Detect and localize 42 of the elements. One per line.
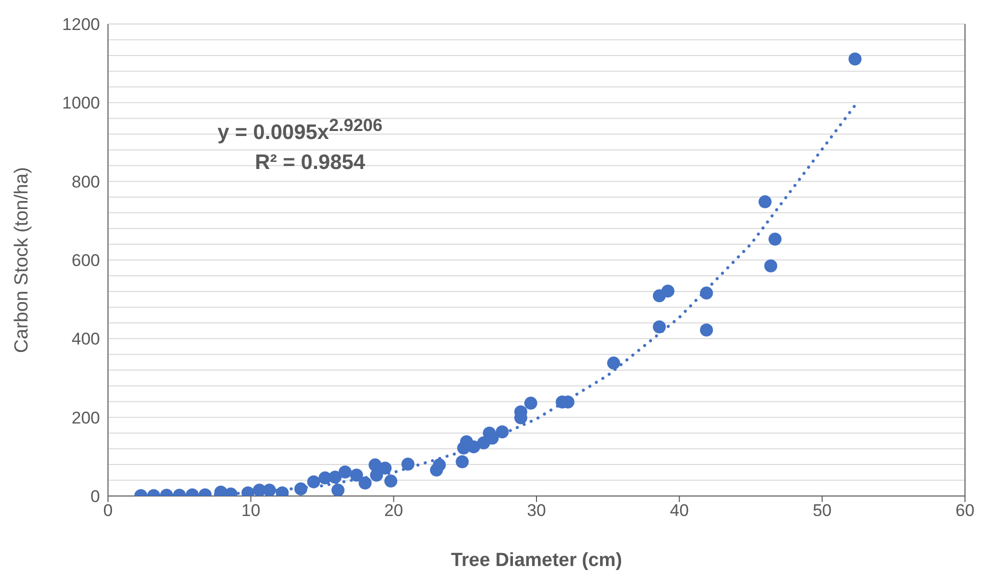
y-tick-label: 1200	[62, 15, 100, 34]
point	[384, 474, 398, 488]
y-tick-label: 200	[72, 408, 100, 428]
y-tick-label: 600	[72, 251, 100, 270]
x-axis-title: Tree Diameter (cm)	[450, 550, 622, 571]
point	[378, 462, 392, 475]
point	[401, 458, 414, 471]
x-tick-label: 10	[241, 501, 260, 520]
point	[524, 396, 538, 410]
point	[496, 425, 509, 438]
point	[358, 476, 372, 490]
y-tick-label: 0	[90, 487, 100, 506]
point	[768, 232, 782, 246]
annotation: R² = 0.9854	[254, 151, 366, 175]
point	[294, 482, 308, 496]
point	[848, 52, 862, 66]
point	[331, 484, 344, 496]
point	[700, 286, 713, 300]
point	[262, 484, 276, 496]
point	[456, 455, 469, 468]
x-tick-label: 20	[384, 501, 404, 520]
point	[764, 259, 778, 272]
point	[432, 458, 446, 472]
point	[328, 470, 342, 484]
point	[700, 324, 713, 337]
y-tick-label: 400	[72, 330, 100, 349]
point	[607, 356, 620, 370]
x-tick-label: 60	[956, 501, 974, 520]
x-tick-label: 30	[527, 501, 546, 520]
x-tick-label: 50	[812, 501, 832, 520]
x-tick-label: 40	[670, 501, 689, 520]
x-tick-label: 0	[103, 501, 113, 520]
point	[350, 468, 364, 482]
point	[307, 475, 320, 488]
y-axis-title: Carbon Stock (ton/ha)	[12, 167, 33, 353]
point	[758, 195, 772, 208]
point	[652, 320, 666, 334]
y-tick-label: 800	[72, 172, 100, 192]
point	[661, 284, 674, 298]
annotation: y = 0.0095x$^{2.9206}$	[216, 115, 384, 145]
point	[338, 466, 352, 479]
y-tick-label: 1000	[62, 94, 100, 113]
